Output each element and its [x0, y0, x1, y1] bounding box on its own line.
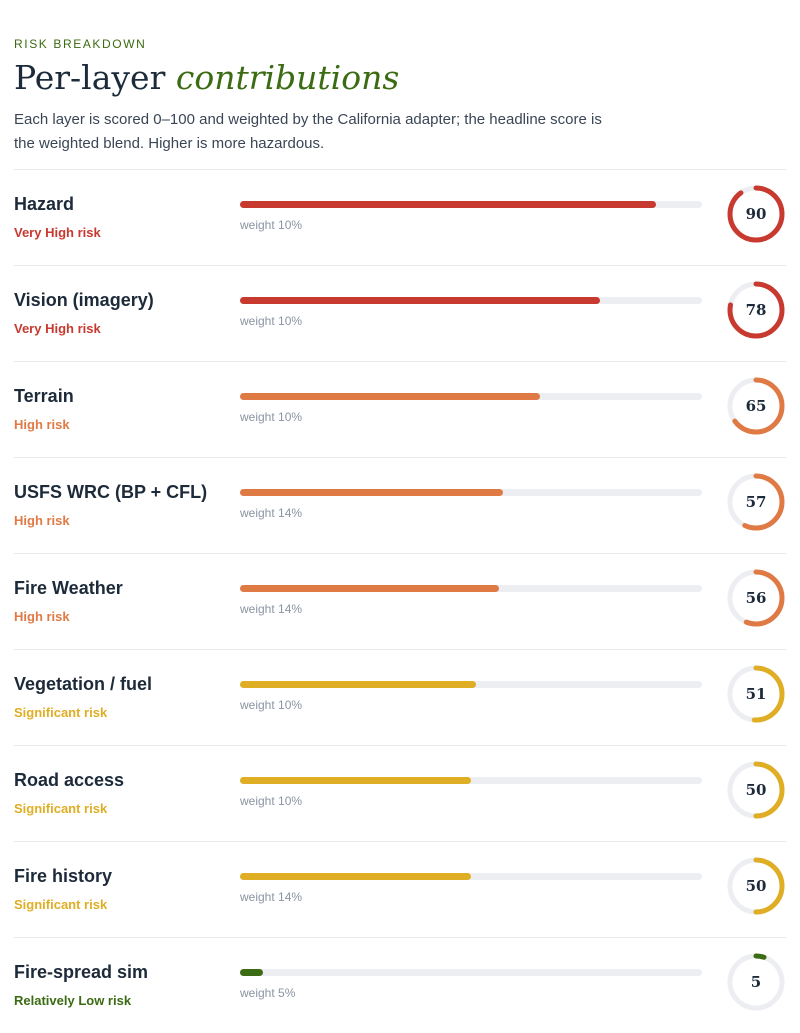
- score-ring-graphic: [727, 281, 785, 339]
- score-value: 5: [750, 973, 762, 991]
- score-ring-graphic: [727, 953, 785, 1011]
- score-ring-arc: [727, 953, 785, 1011]
- score-value: 56: [745, 589, 767, 607]
- score-bar-track: [240, 681, 702, 688]
- layer-row: Fire-spread sim Relatively Low risk weight…: [14, 937, 786, 1033]
- layer-name: Terrain: [14, 386, 74, 406]
- layer-risk-label: High risk: [14, 417, 70, 432]
- score-ring: 65: [726, 376, 786, 436]
- layer-row: Fire Weather High risk weight 14% 56: [14, 553, 786, 649]
- layer-name: Fire-spread sim: [14, 962, 149, 982]
- layer-name: Fire Weather: [14, 578, 123, 598]
- layer-weight: weight 14%: [240, 602, 303, 616]
- score-ring: 78: [726, 280, 786, 340]
- layer-weight: weight 10%: [240, 218, 303, 232]
- score-bar-fill: [240, 489, 504, 496]
- score-value: 78: [745, 301, 767, 319]
- score-bar-fill: [240, 969, 264, 976]
- layer-row: Vision (imagery) Very High risk weight 10%…: [14, 265, 786, 361]
- score-value: 90: [745, 205, 767, 223]
- score-ring: 57: [726, 472, 786, 532]
- layer-row: Terrain High risk weight 10% 65: [14, 361, 786, 457]
- layer-risk-label: Very High risk: [14, 321, 101, 336]
- layer-name: Vegetation / fuel: [14, 674, 153, 694]
- score-ring: 50: [726, 856, 786, 916]
- layer-name: Hazard: [14, 194, 75, 214]
- score-ring-arc: [727, 473, 785, 531]
- score-ring-graphic: [727, 569, 785, 627]
- score-ring-arc: [727, 281, 785, 339]
- score-ring-graphic: [727, 473, 785, 531]
- score-bar-track: [240, 297, 702, 304]
- score-ring: 51: [726, 664, 786, 724]
- score-bar-fill: [240, 873, 471, 880]
- score-ring: 50: [726, 760, 786, 820]
- score-bar-track: [240, 393, 702, 400]
- layer-weight: weight 14%: [240, 890, 303, 904]
- score-ring-arc: [727, 569, 785, 627]
- score-ring-arc: [727, 761, 785, 819]
- score-value: 65: [745, 397, 767, 415]
- layer-risk-label: Significant risk: [14, 705, 108, 720]
- layer-risk-label: Significant risk: [14, 801, 108, 816]
- score-value: 51: [745, 685, 767, 703]
- score-ring-arc: [727, 857, 785, 915]
- score-ring-graphic: [727, 857, 785, 915]
- layer-name: Vision (imagery): [14, 290, 154, 310]
- layer-weight: weight 10%: [240, 314, 303, 328]
- score-bar-track: [240, 873, 702, 880]
- layer-weight: weight 14%: [240, 506, 303, 520]
- score-ring-arc: [727, 185, 785, 243]
- score-bar-track: [240, 201, 702, 208]
- score-bar-fill: [240, 201, 656, 208]
- score-value: 57: [745, 493, 767, 511]
- score-value: 50: [745, 877, 767, 895]
- score-ring-graphic: [727, 761, 785, 819]
- score-ring-graphic: [727, 665, 785, 723]
- score-bar-fill: [240, 297, 601, 304]
- layer-name: Road access: [14, 770, 125, 790]
- layer-row: USFS WRC (BP + CFL) High risk weight 14% 57: [14, 457, 786, 553]
- layer-weight: weight 10%: [240, 794, 303, 808]
- section-eyebrow: RISK BREAKDOWN: [14, 37, 147, 51]
- layer-weight: weight 5%: [240, 986, 296, 1000]
- score-ring: 56: [726, 568, 786, 628]
- layer-name: Fire history: [14, 866, 113, 886]
- score-bar-track: [240, 969, 702, 976]
- layer-weight: weight 10%: [240, 410, 303, 424]
- layer-risk-label: Relatively Low risk: [14, 993, 132, 1008]
- section-title: Per-layer contributions: [14, 58, 399, 97]
- section-description: Each layer is scored 0–100 and weighted …: [14, 111, 602, 152]
- score-bar-track: [240, 489, 702, 496]
- layer-row: Fire history Significant risk weight 14% 50: [14, 841, 786, 937]
- layer-row: Hazard Very High risk weight 10% 90: [14, 169, 786, 265]
- layer-list: Hazard Very High risk weight 10% 90 Vision (…: [14, 169, 786, 1033]
- layer-row: Road access Significant risk weight 10% 50: [14, 745, 786, 841]
- score-bar-fill: [240, 681, 476, 688]
- layer-risk-label: High risk: [14, 609, 70, 624]
- score-ring-graphic: [727, 377, 785, 435]
- score-bar-fill: [240, 585, 499, 592]
- score-bar-track: [240, 585, 702, 592]
- layer-risk-label: Very High risk: [14, 225, 101, 240]
- score-ring-graphic: [727, 185, 785, 243]
- score-ring-arc: [727, 377, 785, 435]
- score-ring-arc: [727, 665, 785, 723]
- score-bar-track: [240, 777, 702, 784]
- layer-name: USFS WRC (BP + CFL): [14, 482, 208, 502]
- layer-row: Vegetation / fuel Significant risk weight …: [14, 649, 786, 745]
- score-value: 50: [745, 781, 767, 799]
- layer-risk-label: Significant risk: [14, 897, 108, 912]
- score-bar-fill: [240, 777, 471, 784]
- layer-weight: weight 10%: [240, 698, 303, 712]
- title-main: Per-layer: [14, 58, 176, 97]
- score-ring: 5: [726, 952, 786, 1012]
- score-ring: 90: [726, 184, 786, 244]
- score-bar-fill: [240, 393, 541, 400]
- title-emphasis: contributions: [175, 58, 400, 97]
- layer-risk-label: High risk: [14, 513, 70, 528]
